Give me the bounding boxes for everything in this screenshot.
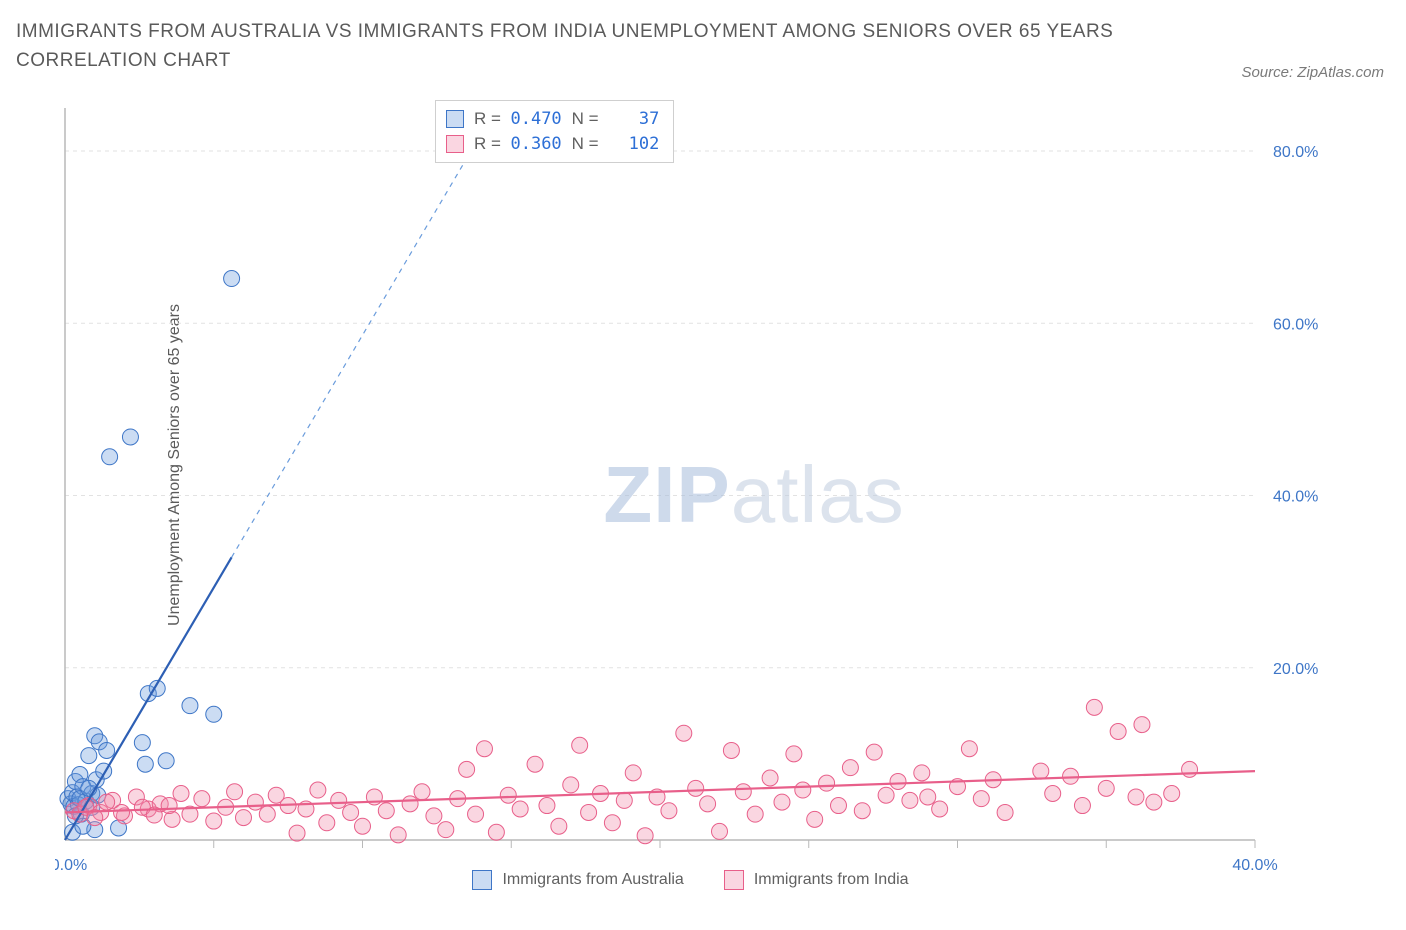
swatch-india-icon [446,135,464,153]
legend-item-india: Immigrants from India [724,870,909,890]
chart-legend: Immigrants from Australia Immigrants fro… [55,870,1326,890]
stats-box: R = 0.470 N = 37 R = 0.360 N = 102 [435,100,674,163]
swatch-india-icon [724,870,744,890]
legend-item-australia: Immigrants from Australia [472,870,683,890]
svg-text:20.0%: 20.0% [1273,661,1318,678]
svg-text:60.0%: 60.0% [1273,316,1318,333]
swatch-australia-icon [472,870,492,890]
chart-source: Source: ZipAtlas.com [1241,64,1384,81]
chart-title: IMMIGRANTS FROM AUSTRALIA VS IMMIGRANTS … [16,18,1146,75]
plot-area: 20.0%40.0%60.0%80.0%0.0%40.0% ZIPatlas R… [55,100,1326,890]
scatter-chart: 20.0%40.0%60.0%80.0%0.0%40.0% [55,100,1326,890]
swatch-australia-icon [446,110,464,128]
stats-row-india: R = 0.360 N = 102 [446,132,659,157]
svg-text:40.0%: 40.0% [1273,489,1318,506]
stats-row-australia: R = 0.470 N = 37 [446,107,659,132]
svg-text:80.0%: 80.0% [1273,144,1318,161]
